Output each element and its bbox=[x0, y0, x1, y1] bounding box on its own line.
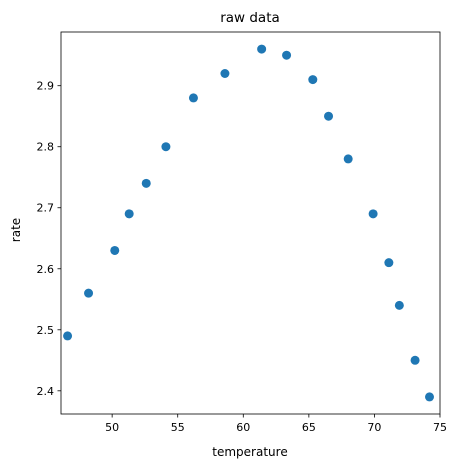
chart-title: raw data bbox=[220, 10, 280, 26]
data-point bbox=[394, 300, 404, 310]
data-point bbox=[110, 245, 120, 255]
data-points bbox=[63, 44, 435, 402]
data-point bbox=[188, 93, 198, 103]
data-point bbox=[161, 142, 171, 152]
y-axis-label: rate bbox=[9, 218, 23, 242]
x-tick-label: 60 bbox=[236, 421, 250, 434]
y-tick-label: 2.9 bbox=[37, 80, 55, 93]
data-point bbox=[368, 209, 378, 219]
y-tick-label: 2.5 bbox=[37, 324, 55, 337]
x-tick-label: 65 bbox=[302, 421, 316, 434]
y-tick-label: 2.4 bbox=[37, 385, 55, 398]
data-point bbox=[84, 288, 94, 298]
y-tick-label: 2.6 bbox=[37, 263, 55, 276]
data-point bbox=[410, 355, 420, 365]
data-point bbox=[141, 178, 151, 188]
x-tick-label: 70 bbox=[367, 421, 381, 434]
data-point bbox=[324, 111, 334, 121]
data-point bbox=[308, 75, 318, 85]
y-axis-ticks: 2.4 2.5 2.6 2.7 2.8 2.9 bbox=[37, 80, 61, 398]
data-point bbox=[63, 331, 73, 341]
x-tick-label: 55 bbox=[171, 421, 185, 434]
y-tick-label: 2.7 bbox=[37, 202, 55, 215]
data-point bbox=[384, 258, 394, 268]
x-axis-label: temperature bbox=[212, 445, 287, 459]
data-point bbox=[220, 68, 230, 78]
x-tick-label: 75 bbox=[433, 421, 447, 434]
x-tick-label: 50 bbox=[105, 421, 119, 434]
data-point bbox=[343, 154, 353, 164]
plot-frame bbox=[60, 31, 441, 415]
plot-area bbox=[60, 31, 441, 415]
data-point bbox=[124, 209, 134, 219]
y-tick-label: 2.8 bbox=[37, 141, 55, 154]
data-point bbox=[282, 50, 292, 60]
x-axis-ticks: 50 55 60 65 70 75 bbox=[105, 414, 447, 434]
data-point bbox=[425, 392, 435, 402]
data-point bbox=[257, 44, 267, 54]
